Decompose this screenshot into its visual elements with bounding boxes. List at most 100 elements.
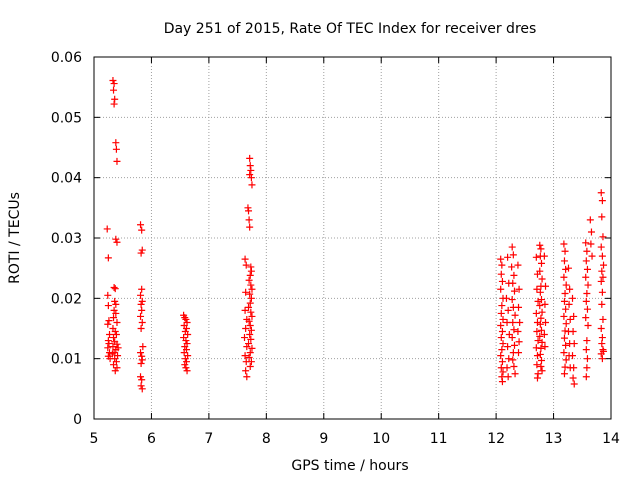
data-point xyxy=(104,254,112,262)
data-point xyxy=(582,239,590,247)
data-point xyxy=(182,337,190,345)
data-point xyxy=(561,290,569,298)
data-point xyxy=(582,273,590,281)
x-tick-label: 8 xyxy=(262,431,271,447)
data-point xyxy=(112,300,120,308)
data-point xyxy=(598,300,606,308)
data-point xyxy=(537,326,545,334)
data-point xyxy=(533,328,541,336)
data-point xyxy=(540,252,548,260)
data-point xyxy=(584,281,592,289)
data-point xyxy=(497,352,505,360)
data-point xyxy=(565,300,573,308)
data-point xyxy=(498,328,506,336)
data-point xyxy=(242,261,250,269)
data-point xyxy=(536,241,544,249)
data-point xyxy=(105,340,113,348)
data-point xyxy=(534,337,542,345)
data-point xyxy=(598,288,606,296)
data-point xyxy=(137,359,145,367)
data-point xyxy=(561,247,569,255)
data-point xyxy=(241,352,249,360)
data-point xyxy=(508,296,516,304)
data-point xyxy=(534,297,542,305)
data-point xyxy=(242,367,250,375)
data-point xyxy=(113,340,121,348)
data-point xyxy=(241,255,249,263)
data-point xyxy=(532,309,540,317)
data-point xyxy=(560,349,568,357)
data-point xyxy=(586,216,594,224)
data-point xyxy=(246,223,254,231)
data-point xyxy=(247,166,255,174)
data-point xyxy=(560,334,568,342)
data-point xyxy=(514,328,522,336)
data-point xyxy=(598,340,606,348)
data-point xyxy=(248,344,256,352)
y-tick-label: 0.04 xyxy=(51,171,82,187)
x-tick-label: 7 xyxy=(204,431,213,447)
data-point xyxy=(498,378,506,386)
data-point xyxy=(538,338,546,346)
data-point xyxy=(515,285,523,293)
data-point xyxy=(598,355,606,363)
y-tick-label: 0 xyxy=(73,412,82,428)
data-point xyxy=(569,352,577,360)
data-point xyxy=(582,257,590,265)
data-point xyxy=(536,267,544,275)
data-point xyxy=(597,189,605,197)
data-point xyxy=(599,233,607,241)
data-point xyxy=(570,340,578,348)
data-point xyxy=(110,334,118,342)
data-point xyxy=(509,356,517,364)
y-tick-label: 0.03 xyxy=(51,231,82,247)
data-point xyxy=(247,358,255,366)
data-point xyxy=(504,253,512,261)
data-point xyxy=(138,297,146,305)
data-point xyxy=(533,374,541,382)
data-point xyxy=(241,306,249,314)
data-point xyxy=(110,80,118,88)
data-point xyxy=(497,334,505,342)
data-point xyxy=(537,344,545,352)
data-point xyxy=(503,364,511,372)
data-point xyxy=(515,303,523,311)
data-point xyxy=(570,312,578,320)
data-point xyxy=(537,363,545,371)
data-point xyxy=(498,346,506,354)
data-point xyxy=(241,334,249,342)
data-point xyxy=(113,364,121,372)
data-point xyxy=(514,261,522,269)
data-point xyxy=(245,207,253,215)
data-point xyxy=(104,302,112,310)
data-point xyxy=(598,213,606,221)
data-point xyxy=(582,373,590,381)
data-point xyxy=(510,326,518,334)
data-point xyxy=(499,315,507,323)
data-point xyxy=(509,251,517,259)
data-point xyxy=(246,299,254,307)
data-point xyxy=(138,246,146,254)
data-point xyxy=(247,294,255,302)
data-point xyxy=(597,325,605,332)
data-point xyxy=(566,315,574,323)
data-point xyxy=(246,321,254,329)
data-point xyxy=(583,265,591,273)
data-point xyxy=(502,294,510,302)
data-point xyxy=(110,100,118,108)
data-point xyxy=(562,341,570,349)
x-axis-label: GPS time / hours xyxy=(291,458,408,474)
data-point xyxy=(242,325,250,332)
data-points xyxy=(103,77,608,393)
data-point xyxy=(508,334,516,342)
data-point xyxy=(138,385,146,393)
data-point xyxy=(600,261,608,269)
axis-ticks: 5 6 7 8 9 10 11 12 13 14 0 0.01 0.02 0.03 0.04 0.05 0.06 xyxy=(51,50,620,447)
data-point xyxy=(111,285,119,293)
data-point xyxy=(104,320,112,328)
data-point xyxy=(181,343,189,351)
data-point xyxy=(509,279,517,287)
data-point xyxy=(510,363,518,371)
y-axis-label: ROTI / TECUs xyxy=(7,192,23,284)
data-point xyxy=(247,326,255,334)
